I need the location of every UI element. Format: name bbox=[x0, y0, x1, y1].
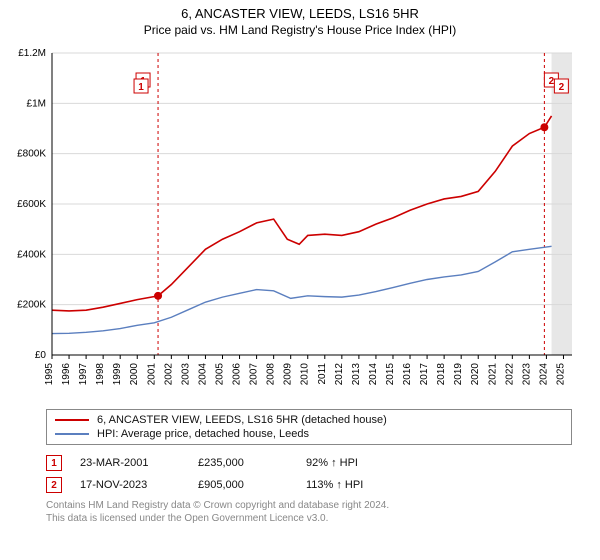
sale-price: £905,000 bbox=[198, 479, 288, 491]
svg-text:£600K: £600K bbox=[17, 199, 46, 210]
svg-text:2015: 2015 bbox=[385, 363, 396, 386]
sale-marker: 2 bbox=[46, 477, 62, 493]
legend-item-property: 6, ANCASTER VIEW, LEEDS, LS16 5HR (detac… bbox=[55, 414, 563, 426]
svg-text:2003: 2003 bbox=[180, 363, 191, 386]
svg-text:2012: 2012 bbox=[334, 363, 345, 386]
page-title: 6, ANCASTER VIEW, LEEDS, LS16 5HR bbox=[0, 0, 600, 21]
svg-text:2000: 2000 bbox=[129, 363, 140, 386]
svg-text:2020: 2020 bbox=[470, 363, 481, 386]
svg-text:£1M: £1M bbox=[27, 98, 46, 109]
svg-text:1998: 1998 bbox=[95, 363, 106, 386]
svg-text:2007: 2007 bbox=[249, 363, 260, 386]
svg-text:2: 2 bbox=[549, 76, 555, 87]
page-subtitle: Price paid vs. HM Land Registry's House … bbox=[0, 21, 600, 43]
price-chart: £0 £200K £400K £600K £800K £1M £1.2M 1995 1996 19… bbox=[0, 43, 600, 403]
svg-text:2001: 2001 bbox=[146, 363, 157, 386]
svg-text:2023: 2023 bbox=[521, 363, 532, 386]
svg-text:2010: 2010 bbox=[300, 363, 311, 386]
sales-table: 1 23-MAR-2001 £235,000 92% ↑ HPI 2 17-NO… bbox=[46, 455, 572, 493]
svg-text:£1.2M: £1.2M bbox=[18, 48, 46, 59]
sale-hpi: 92% ↑ HPI bbox=[306, 457, 406, 469]
svg-text:2025: 2025 bbox=[555, 363, 566, 386]
svg-text:1999: 1999 bbox=[112, 363, 123, 386]
sale-row: 1 23-MAR-2001 £235,000 92% ↑ HPI bbox=[46, 455, 572, 471]
svg-text:£0: £0 bbox=[35, 350, 47, 361]
svg-text:2005: 2005 bbox=[214, 363, 225, 386]
svg-text:1996: 1996 bbox=[61, 363, 72, 386]
svg-text:2021: 2021 bbox=[487, 363, 498, 386]
sale-price: £235,000 bbox=[198, 457, 288, 469]
svg-text:1: 1 bbox=[138, 82, 144, 93]
sale-marker: 1 bbox=[46, 455, 62, 471]
sale-hpi: 113% ↑ HPI bbox=[306, 479, 406, 491]
svg-text:1997: 1997 bbox=[78, 363, 89, 386]
svg-text:2013: 2013 bbox=[351, 363, 362, 386]
svg-text:£400K: £400K bbox=[17, 249, 46, 260]
legend-swatch-property bbox=[55, 419, 89, 421]
svg-text:£200K: £200K bbox=[17, 300, 46, 311]
svg-text:2016: 2016 bbox=[402, 363, 413, 386]
sale-date: 17-NOV-2023 bbox=[80, 479, 180, 491]
svg-text:2008: 2008 bbox=[266, 363, 277, 386]
legend-item-hpi: HPI: Average price, detached house, Leed… bbox=[55, 428, 563, 440]
svg-text:2014: 2014 bbox=[368, 363, 379, 386]
svg-text:2009: 2009 bbox=[283, 363, 294, 386]
legend-label-property: 6, ANCASTER VIEW, LEEDS, LS16 5HR (detac… bbox=[97, 414, 387, 426]
svg-text:2017: 2017 bbox=[419, 363, 430, 386]
sale-row: 2 17-NOV-2023 £905,000 113% ↑ HPI bbox=[46, 477, 572, 493]
svg-text:2011: 2011 bbox=[317, 363, 328, 385]
footer-line: Contains HM Land Registry data © Crown c… bbox=[46, 499, 572, 512]
footer: Contains HM Land Registry data © Crown c… bbox=[46, 499, 572, 525]
legend-label-hpi: HPI: Average price, detached house, Leed… bbox=[97, 428, 309, 440]
svg-text:2018: 2018 bbox=[436, 363, 447, 386]
svg-text:£800K: £800K bbox=[17, 149, 46, 160]
svg-text:2006: 2006 bbox=[232, 363, 243, 386]
svg-text:1995: 1995 bbox=[44, 363, 55, 386]
svg-text:2: 2 bbox=[559, 82, 565, 93]
svg-text:2002: 2002 bbox=[163, 363, 174, 386]
sale-date: 23-MAR-2001 bbox=[80, 457, 180, 469]
footer-line: This data is licensed under the Open Gov… bbox=[46, 512, 572, 525]
svg-text:2022: 2022 bbox=[504, 363, 515, 386]
svg-text:2024: 2024 bbox=[538, 363, 549, 386]
legend: 6, ANCASTER VIEW, LEEDS, LS16 5HR (detac… bbox=[46, 409, 572, 445]
legend-swatch-hpi bbox=[55, 433, 89, 435]
svg-text:2004: 2004 bbox=[197, 363, 208, 386]
svg-text:2019: 2019 bbox=[453, 363, 464, 386]
